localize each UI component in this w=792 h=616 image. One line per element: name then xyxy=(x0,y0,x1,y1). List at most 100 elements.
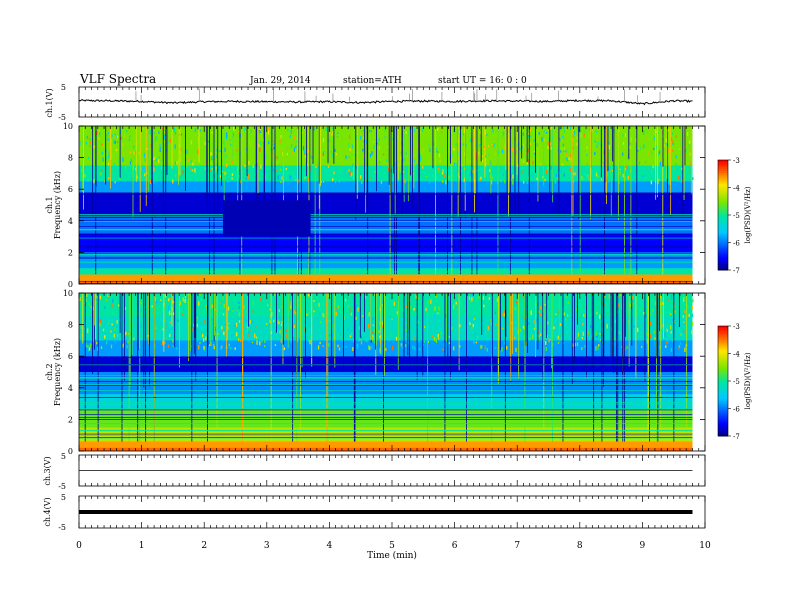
spectrogram-texture xyxy=(163,135,166,140)
spectrogram-texture xyxy=(438,307,440,309)
spectrogram-texture xyxy=(232,326,234,329)
spectrogram-texture xyxy=(153,140,155,144)
spectrogram-texture xyxy=(311,162,313,165)
spectrogram-texture xyxy=(576,135,578,140)
spectrogram-texture xyxy=(522,294,524,298)
spectrogram-texture xyxy=(576,169,578,171)
spectrogram-texture xyxy=(643,144,645,149)
spectrogram-texture xyxy=(154,297,157,302)
spectrogram-texture xyxy=(544,317,546,320)
spectrogram-texture xyxy=(108,151,110,156)
spectrogram-texture xyxy=(441,300,444,304)
spectrogram-texture xyxy=(385,159,388,162)
spectrogram-texture xyxy=(624,168,627,171)
spectrogram-texture xyxy=(113,139,115,144)
spectrogram-texture xyxy=(599,314,601,319)
spectrogram-texture xyxy=(252,310,254,313)
spectrogram-texture xyxy=(352,307,354,311)
spectrogram-texture xyxy=(238,301,240,304)
spectrogram-texture xyxy=(93,145,95,149)
spectrogram-texture xyxy=(544,304,546,306)
spectrogram-texture xyxy=(196,323,199,328)
spectrogram-texture xyxy=(108,294,110,297)
spectrogram-texture xyxy=(657,179,659,185)
spectrogram-texture xyxy=(306,313,308,316)
spectrogram-texture xyxy=(639,298,642,302)
spectrogram-texture xyxy=(512,147,514,152)
spectrogram-texture xyxy=(197,149,199,155)
spectrogram-texture xyxy=(82,148,84,154)
spectrogram-texture xyxy=(596,311,598,315)
spectrogram-texture xyxy=(313,172,316,175)
spectrogram-texture xyxy=(526,179,528,185)
spectrogram-texture xyxy=(484,158,487,162)
spectrogram-texture xyxy=(211,304,213,309)
colorbar-tick-label: -4 xyxy=(733,351,740,359)
spectrogram-texture xyxy=(164,341,166,344)
spectrogram-texture xyxy=(533,327,536,330)
spectrogram-texture xyxy=(548,338,550,343)
spectrogram-texture xyxy=(216,163,218,166)
spectrogram-texture xyxy=(245,177,248,180)
spectrogram-texture xyxy=(224,171,226,176)
spectrogram-texture xyxy=(80,171,83,176)
spectrogram-texture xyxy=(335,153,337,156)
colorbar-step xyxy=(718,408,728,411)
spectrogram-texture xyxy=(158,159,160,163)
spectrogram-texture xyxy=(99,295,102,300)
spectrogram-texture xyxy=(435,293,437,298)
spectrogram-texture xyxy=(533,139,535,142)
spectrogram-texture xyxy=(511,321,513,325)
spectrogram-texture xyxy=(246,165,249,169)
spectrogram-texture xyxy=(439,335,442,338)
colorbar-tick-label: -7 xyxy=(733,267,740,275)
spectrogram-texture xyxy=(187,296,189,299)
spectrogram-texture xyxy=(185,126,187,131)
spectrogram-texture xyxy=(96,295,98,299)
spectrogram-texture xyxy=(595,141,597,143)
spectrogram-texture xyxy=(502,327,504,330)
spectrogram-texture xyxy=(613,337,616,340)
spectrogram-texture xyxy=(624,133,626,138)
spectrogram-texture xyxy=(220,346,222,351)
spectrogram-texture xyxy=(550,126,552,129)
spectrogram-texture xyxy=(134,156,136,161)
spectrogram-texture xyxy=(635,145,637,149)
colorbar-step xyxy=(718,331,728,334)
spectrogram-texture xyxy=(167,344,170,348)
spectrogram-texture xyxy=(626,319,628,323)
spectrogram-texture xyxy=(659,161,662,166)
spectrogram-texture xyxy=(111,133,113,139)
spectrogram-texture xyxy=(99,322,101,327)
spectrogram-texture xyxy=(198,345,200,350)
spectrogram-texture xyxy=(384,135,386,140)
ch1-spectrogram-ylabel-frequency: Frequency (kHz) xyxy=(53,171,62,239)
colorbar-step xyxy=(718,200,728,203)
spectrogram-texture xyxy=(448,335,451,338)
colorbar-step xyxy=(718,180,728,183)
ch1-waveform-panel: 5 -5 ch.1(V) xyxy=(45,83,706,122)
spectrogram-texture xyxy=(171,300,174,304)
spectrogram-texture xyxy=(182,306,185,311)
spectrogram-texture xyxy=(222,313,225,316)
spectrogram-texture xyxy=(419,153,421,158)
colorbar-step xyxy=(718,425,728,428)
x-tick-label: 4 xyxy=(327,541,333,551)
colorbar-step xyxy=(718,226,728,229)
colorbar-step xyxy=(718,240,728,243)
spectrogram-texture xyxy=(269,308,271,311)
spectrogram-texture xyxy=(652,334,654,337)
spectrogram-texture xyxy=(360,135,362,140)
spectrogram-texture xyxy=(126,150,129,155)
spectrogram-texture xyxy=(665,345,667,348)
spectrogram-texture xyxy=(649,334,652,339)
spectrogram-texture xyxy=(536,156,538,161)
spectrogram-texture xyxy=(672,140,674,143)
spectrogram-texture xyxy=(96,341,98,345)
spectrogram-texture xyxy=(114,327,116,332)
spectrogram-texture xyxy=(587,337,589,340)
spectrogram-texture xyxy=(337,333,339,337)
spectrogram-texture xyxy=(628,166,631,170)
spectrogram-texture xyxy=(129,135,131,139)
